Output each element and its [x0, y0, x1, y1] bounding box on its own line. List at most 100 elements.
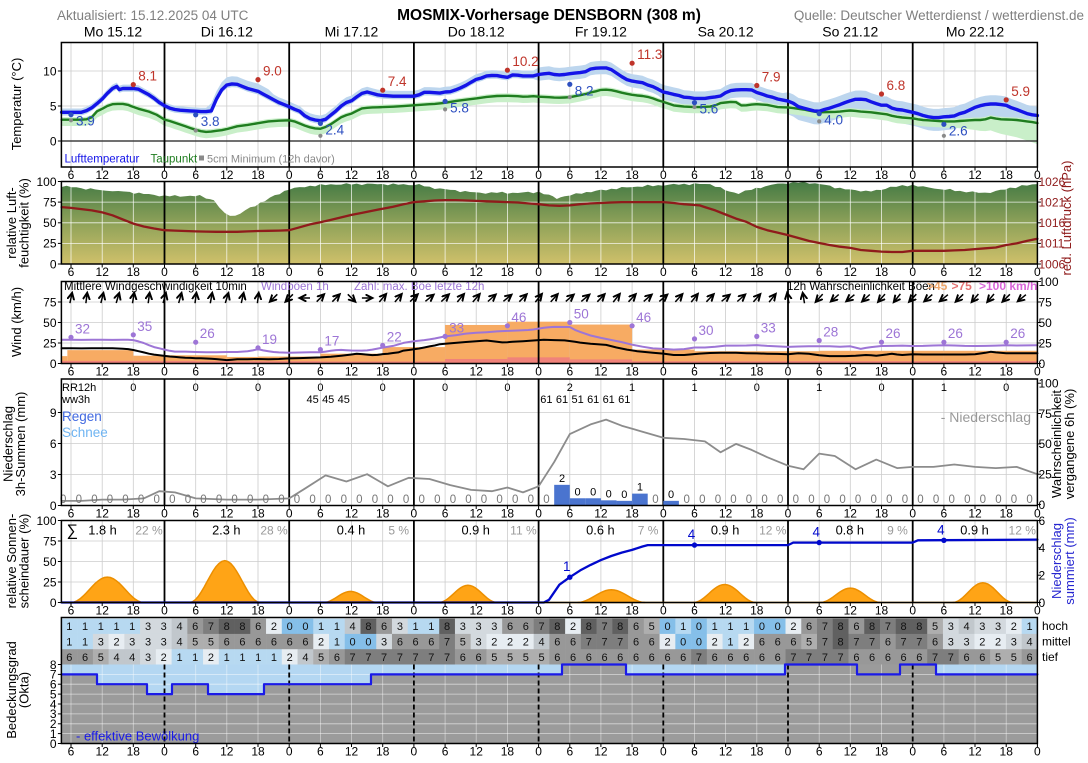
svg-text:0: 0 [185, 494, 191, 506]
svg-text:6: 6 [287, 636, 293, 648]
svg-text:3: 3 [129, 636, 135, 648]
svg-text:6: 6 [601, 652, 607, 664]
svg-text:6.8: 6.8 [887, 78, 906, 93]
svg-text:7: 7 [413, 652, 419, 664]
svg-text:0: 0 [878, 382, 884, 394]
svg-text:4: 4 [964, 621, 970, 633]
svg-text:5.9: 5.9 [1011, 84, 1030, 99]
svg-text:Bedeckungsgrad: Bedeckungsgrad [4, 641, 19, 739]
svg-text:vergangene 6h (%): vergangene 6h (%) [1062, 389, 1077, 500]
svg-text:0: 0 [761, 494, 767, 506]
svg-text:0: 0 [504, 382, 510, 394]
svg-text:2: 2 [523, 636, 529, 648]
svg-text:0: 0 [621, 489, 627, 501]
svg-text:3: 3 [1011, 636, 1017, 648]
svg-text:1026: 1026 [1039, 175, 1066, 189]
svg-text:1: 1 [334, 636, 340, 648]
svg-text:12: 12 [96, 365, 110, 379]
svg-text:0: 0 [808, 494, 814, 506]
svg-text:12: 12 [96, 265, 110, 279]
svg-text:6: 6 [566, 265, 573, 279]
svg-text:6: 6 [442, 745, 449, 759]
svg-text:6: 6 [442, 604, 449, 618]
svg-text:Fr 19.12: Fr 19.12 [575, 24, 627, 40]
svg-text:0: 0 [138, 494, 144, 506]
svg-text:6: 6 [428, 636, 434, 648]
svg-text:1: 1 [239, 652, 245, 664]
svg-text:0: 0 [909, 365, 916, 379]
svg-text:0: 0 [161, 604, 168, 618]
svg-text:18: 18 [1000, 507, 1014, 521]
svg-text:18: 18 [1000, 168, 1014, 182]
svg-text:6: 6 [442, 168, 449, 182]
svg-text:18: 18 [501, 365, 515, 379]
svg-text:7: 7 [806, 652, 812, 664]
svg-text:0: 0 [286, 365, 293, 379]
svg-text:0: 0 [730, 494, 736, 506]
svg-text:6: 6 [570, 636, 576, 648]
svg-text:18: 18 [625, 507, 639, 521]
svg-text:6: 6 [566, 168, 573, 182]
svg-text:6: 6 [759, 652, 765, 664]
svg-text:0: 0 [372, 494, 378, 506]
svg-text:1: 1 [637, 482, 643, 494]
svg-text:6: 6 [554, 636, 560, 648]
svg-text:18: 18 [127, 507, 141, 521]
svg-text:0: 0 [543, 494, 549, 506]
svg-text:Zahl: max. Böe letzte 12h: Zahl: max. Böe letzte 12h [354, 281, 484, 293]
svg-text:8: 8 [869, 621, 875, 633]
svg-text:7.4: 7.4 [388, 74, 407, 89]
svg-text:0: 0 [442, 382, 448, 394]
svg-text:18: 18 [750, 745, 764, 759]
svg-text:6: 6 [869, 652, 875, 664]
svg-text:1: 1 [941, 382, 947, 394]
svg-text:12: 12 [719, 265, 733, 279]
svg-text:6: 6 [816, 265, 823, 279]
svg-text:12: 12 [719, 507, 733, 521]
svg-text:red. Luftdruck (hPa): red. Luftdruck (hPa) [1059, 161, 1074, 276]
svg-text:6: 6 [941, 745, 948, 759]
svg-text:18: 18 [127, 604, 141, 618]
svg-text:0: 0 [91, 494, 97, 506]
svg-text:1: 1 [727, 621, 733, 633]
svg-text:6: 6 [317, 604, 324, 618]
svg-text:0: 0 [1039, 357, 1046, 371]
svg-text:0: 0 [1034, 507, 1041, 521]
svg-text:18: 18 [501, 168, 515, 182]
svg-text:0: 0 [294, 494, 300, 506]
svg-text:0: 0 [411, 365, 418, 379]
svg-text:12: 12 [470, 745, 484, 759]
svg-text:0: 0 [411, 604, 418, 618]
svg-text:>75: >75 [952, 279, 973, 293]
svg-text:1: 1 [82, 636, 88, 648]
svg-text:2: 2 [790, 621, 796, 633]
svg-text:- Niederschlag: - Niederschlag [941, 409, 1031, 425]
svg-text:0: 0 [286, 507, 293, 521]
svg-text:18: 18 [750, 604, 764, 618]
svg-text:0: 0 [434, 494, 440, 506]
svg-text:Wind (km/h): Wind (km/h) [9, 287, 24, 357]
svg-text:2: 2 [50, 717, 57, 731]
svg-text:12: 12 [844, 265, 858, 279]
svg-text:6: 6 [1026, 652, 1032, 664]
svg-text:3: 3 [50, 707, 57, 721]
svg-text:12: 12 [594, 265, 608, 279]
svg-text:0: 0 [1026, 494, 1032, 506]
svg-text:0: 0 [1039, 596, 1046, 610]
svg-text:0: 0 [664, 621, 670, 633]
svg-text:0: 0 [50, 357, 57, 371]
svg-text:0: 0 [824, 494, 830, 506]
svg-text:6: 6 [460, 652, 466, 664]
svg-text:75: 75 [43, 295, 57, 309]
svg-text:Regen: Regen [62, 409, 102, 424]
svg-text:6: 6 [566, 365, 573, 379]
svg-text:0: 0 [231, 494, 237, 506]
svg-text:6: 6 [192, 507, 199, 521]
svg-text:6: 6 [941, 265, 948, 279]
svg-text:12: 12 [345, 507, 359, 521]
svg-text:50: 50 [43, 555, 57, 569]
svg-text:100: 100 [36, 514, 56, 528]
svg-text:6: 6 [941, 604, 948, 618]
svg-text:5: 5 [932, 621, 938, 633]
svg-text:>45: >45 [927, 279, 948, 293]
